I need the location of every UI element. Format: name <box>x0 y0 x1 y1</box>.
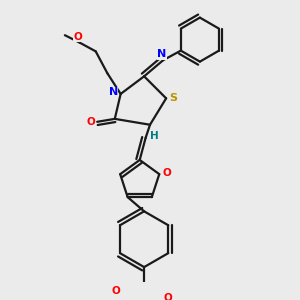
Text: S: S <box>169 93 178 103</box>
Text: O: O <box>162 168 171 178</box>
Text: O: O <box>86 117 95 127</box>
Text: O: O <box>74 32 82 42</box>
Text: N: N <box>157 49 167 59</box>
Text: O: O <box>163 293 172 300</box>
Text: O: O <box>112 286 121 296</box>
Text: N: N <box>109 88 118 98</box>
Text: H: H <box>150 131 159 142</box>
